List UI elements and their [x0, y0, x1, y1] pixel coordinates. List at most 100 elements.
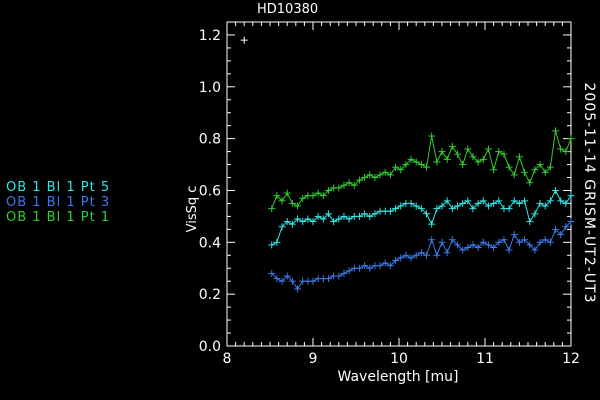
data-point	[438, 202, 446, 210]
data-point	[546, 197, 554, 205]
data-point	[355, 264, 363, 272]
data-point	[299, 194, 307, 202]
data-point	[268, 241, 276, 249]
data-point	[361, 262, 369, 270]
data-point	[428, 132, 436, 140]
data-point	[567, 192, 575, 200]
data-point	[355, 176, 363, 184]
y-tick-label: 1.2	[199, 28, 221, 44]
data-point	[355, 212, 363, 220]
data-point	[552, 225, 560, 233]
data-point	[448, 236, 456, 244]
data-point	[557, 197, 565, 205]
chart-title: HD10380	[257, 2, 319, 17]
data-point	[397, 254, 405, 262]
isolated-marker	[240, 36, 248, 44]
data-point	[417, 205, 425, 213]
data-point	[505, 205, 513, 213]
data-point	[510, 197, 518, 205]
data-point	[438, 238, 446, 246]
data-point	[484, 241, 492, 249]
legend-label-pt5: OB 1 Bl 1 Pt 5	[6, 180, 111, 195]
data-point	[268, 205, 276, 213]
data-point	[273, 192, 281, 200]
data-point	[500, 236, 508, 244]
data-point	[324, 186, 332, 194]
data-point	[335, 184, 343, 192]
data-point	[350, 181, 358, 189]
data-point	[453, 150, 461, 158]
y-tick-label: 0.4	[199, 235, 221, 251]
data-point	[288, 277, 296, 285]
data-point	[340, 181, 348, 189]
data-point	[324, 210, 332, 218]
data-point	[479, 197, 487, 205]
data-point	[366, 212, 374, 220]
data-point	[562, 148, 570, 156]
data-point	[345, 179, 353, 187]
data-point	[541, 236, 549, 244]
data-point	[376, 171, 384, 179]
data-point	[423, 210, 431, 218]
data-point	[567, 218, 575, 226]
data-point	[521, 168, 529, 176]
data-point	[268, 269, 276, 277]
data-point	[557, 145, 565, 153]
data-point	[361, 174, 369, 182]
side-date-label: 2005-11-14 GRISM-UT2-UT3	[578, 28, 600, 358]
data-point	[319, 215, 327, 223]
data-point	[412, 158, 420, 166]
data-point	[448, 205, 456, 213]
data-point	[526, 179, 534, 187]
data-point	[567, 135, 575, 143]
data-point	[330, 218, 338, 226]
data-point	[402, 251, 410, 259]
data-point	[453, 241, 461, 249]
data-point	[448, 142, 456, 150]
data-point	[536, 199, 544, 207]
data-point	[474, 158, 482, 166]
data-point	[505, 163, 513, 171]
data-point	[417, 249, 425, 257]
data-point	[536, 161, 544, 169]
data-point	[546, 163, 554, 171]
data-point	[288, 199, 296, 207]
data-point	[294, 285, 302, 293]
data-point	[407, 254, 415, 262]
y-tick-label: 1.0	[199, 80, 221, 96]
data-point	[340, 269, 348, 277]
data-point	[474, 244, 482, 252]
data-point	[490, 166, 498, 174]
data-point	[541, 202, 549, 210]
data-point	[510, 171, 518, 179]
data-point	[433, 205, 441, 213]
data-point	[392, 256, 400, 264]
y-tick-label: 0.0	[199, 339, 221, 355]
data-point	[273, 238, 281, 246]
x-tick-label: 9	[309, 351, 318, 367]
plot-frame	[226, 21, 572, 347]
data-point	[443, 197, 451, 205]
data-point	[562, 223, 570, 231]
data-point	[453, 202, 461, 210]
data-point	[521, 236, 529, 244]
data-point	[495, 148, 503, 156]
x-tick-label: 8	[223, 351, 232, 367]
data-point	[443, 249, 451, 257]
data-point	[299, 218, 307, 226]
data-point	[474, 199, 482, 207]
data-point	[381, 259, 389, 267]
data-point	[546, 238, 554, 246]
data-point	[531, 246, 539, 254]
y-tick-label: 0.2	[199, 287, 221, 303]
data-point	[526, 218, 534, 226]
data-point	[469, 153, 477, 161]
data-point	[490, 199, 498, 207]
data-point	[459, 199, 467, 207]
data-point	[459, 246, 467, 254]
y-axis-label: VisSq c	[185, 186, 200, 233]
data-point	[536, 238, 544, 246]
side-date-text: 2005-11-14 GRISM-UT2-UT3	[581, 82, 597, 304]
data-point	[479, 155, 487, 163]
data-point	[469, 241, 477, 249]
